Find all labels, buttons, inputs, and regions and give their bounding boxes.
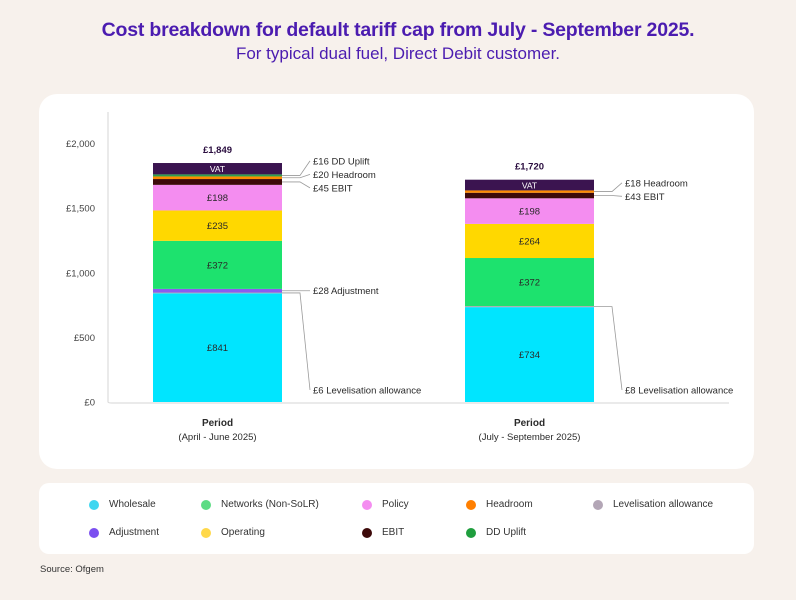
y-tick-label: £0 <box>84 398 95 409</box>
legend-item: Networks (Non-SoLR) <box>201 499 319 510</box>
bar-data-label: £198 <box>519 207 540 218</box>
bar-segment-ebit <box>465 192 594 199</box>
x-category-sublabel: (July - September 2025) <box>479 432 581 443</box>
bar-data-label: VAT <box>210 164 225 174</box>
source-note: Source: Ofgem <box>40 564 104 575</box>
bar-segment-vat <box>465 179 594 191</box>
bar-segment-networks-non-solr- <box>153 240 282 289</box>
bar-segment-wholesale <box>465 307 594 402</box>
legend-swatch <box>466 527 476 538</box>
annotation-leader-line <box>594 182 623 192</box>
y-tick-label: £1,000 <box>66 268 95 279</box>
legend-swatch <box>89 527 99 538</box>
annotation-label: £16 DD Uplift <box>313 156 370 167</box>
annotation-leader-line <box>594 306 623 391</box>
legend-swatch <box>201 499 211 510</box>
annotation-label: £6 Levelisation allowance <box>313 386 421 397</box>
legend-item: Levelisation allowance <box>593 499 713 510</box>
legend-item: Wholesale <box>89 499 156 510</box>
legend-item: EBIT <box>362 527 404 538</box>
legend-item: Adjustment <box>89 527 159 538</box>
annotation-label: £18 Headroom <box>625 178 688 189</box>
annotation-leader-line <box>282 173 311 179</box>
legend-label: Operating <box>221 527 265 538</box>
stacked-bar-chart: £0 £500 £1,000 £1,500 £2,000 £841 £372 £235 £198… <box>66 112 733 443</box>
bar-data-label: £235 <box>207 221 228 232</box>
annotation-leader-line <box>282 292 311 391</box>
bar-data-label: £841 <box>207 343 228 354</box>
annotation-leader-line <box>594 195 623 197</box>
legend-label: Levelisation allowance <box>613 499 714 510</box>
bar-data-label: £734 <box>519 350 540 361</box>
bar-segment-policy <box>153 184 282 211</box>
bar-segment-dd-uplift <box>153 174 282 177</box>
annotation-label: £45 EBIT <box>313 183 353 194</box>
bar-total-label: £1,720 <box>515 162 544 173</box>
legend-label: Networks (Non-SoLR) <box>221 499 319 510</box>
bar-data-label: £198 <box>207 193 228 204</box>
legend-swatch <box>201 527 211 538</box>
bar-total-label: £1,849 <box>203 145 232 156</box>
legend-swatch <box>593 499 603 510</box>
bar-segment-operating <box>465 223 594 259</box>
legend-item: Policy <box>362 499 409 510</box>
bar-segment-policy <box>465 198 594 224</box>
annotation-label: £28 Adjustment <box>313 286 379 297</box>
x-category-label: Period <box>514 418 545 429</box>
bar-data-label: £264 <box>519 236 540 247</box>
bar-segment-ebit <box>153 179 282 185</box>
legend-swatch <box>89 499 99 510</box>
y-axis-line <box>107 112 729 404</box>
chart-panel: £0 £500 £1,000 £1,500 £2,000 £841 £372 £235 £198… <box>39 94 754 469</box>
bar-segment-levelisation-allowance <box>153 292 282 294</box>
annotation-label: £8 Levelisation allowance <box>625 386 733 397</box>
bar-data-label: £372 <box>519 278 540 289</box>
y-tick-label: £500 <box>74 333 95 344</box>
annotation-leader-line <box>282 160 311 176</box>
legend-swatch <box>466 499 476 510</box>
bar-segment-levelisation-allowance <box>465 306 594 308</box>
legend-label: Adjustment <box>109 527 160 538</box>
legend-swatch <box>362 527 372 538</box>
legend-label: DD Uplift <box>486 527 527 538</box>
annotation-label: £20 Headroom <box>313 170 376 181</box>
bar-segment-networks-non-solr- <box>465 258 594 307</box>
y-tick-label: £2,000 <box>66 139 95 150</box>
bar-segment-operating <box>153 210 282 241</box>
annotation-leader-line <box>282 181 311 189</box>
y-tick-label: £1,500 <box>66 204 95 215</box>
legend-label: Policy <box>382 499 409 510</box>
bar-segment-wholesale <box>153 293 282 402</box>
x-category-sublabel: (April - June 2025) <box>178 432 256 443</box>
chart-subtitle: For typical dual fuel, Direct Debit cust… <box>235 44 561 63</box>
bar-data-label: £372 <box>207 260 228 271</box>
chart-title: Cost breakdown for default tariff cap fr… <box>101 19 695 41</box>
legend-label: Wholesale <box>109 499 156 510</box>
x-category-label: Period <box>202 418 233 429</box>
bar-segment-adjustment <box>153 288 282 293</box>
legend-swatch <box>362 499 372 510</box>
legend-item: Operating <box>201 527 265 538</box>
legend-label: Headroom <box>486 499 533 510</box>
annotation-label: £43 EBIT <box>625 192 665 203</box>
legend-label: EBIT <box>382 527 405 538</box>
legend-item: Headroom <box>466 499 533 510</box>
bar-segment-headroom <box>465 190 594 193</box>
legend-item: DD Uplift <box>466 527 526 538</box>
bar-segment-vat <box>153 163 282 175</box>
bar-data-label: VAT <box>522 181 537 191</box>
chart-legend: Wholesale Networks (Non-SoLR) Policy Headro… <box>39 483 754 554</box>
bar-segment-headroom <box>153 176 282 180</box>
